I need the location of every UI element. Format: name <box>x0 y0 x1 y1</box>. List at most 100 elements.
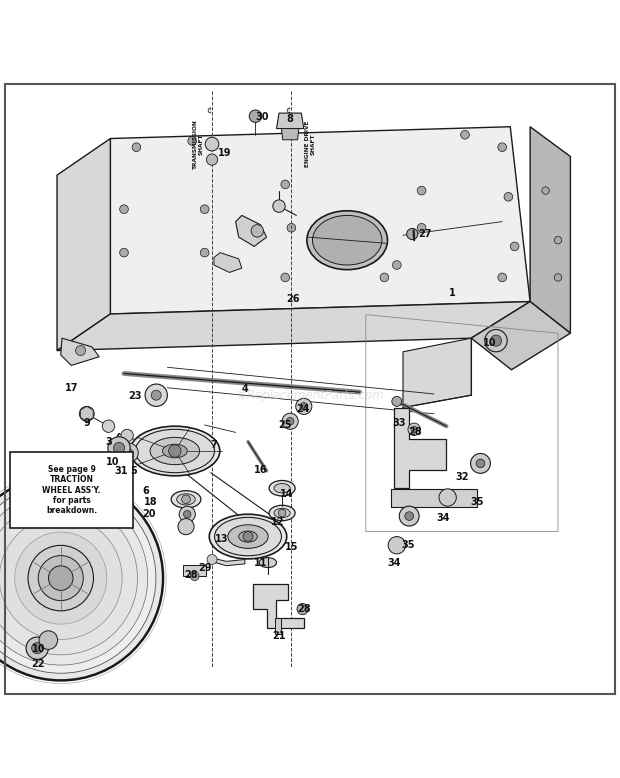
Text: 21: 21 <box>272 631 286 641</box>
Circle shape <box>278 510 286 517</box>
Ellipse shape <box>259 558 277 568</box>
Circle shape <box>476 459 485 468</box>
Circle shape <box>0 483 156 673</box>
Circle shape <box>26 637 48 659</box>
Text: 32: 32 <box>455 472 469 482</box>
Text: 35: 35 <box>402 540 415 550</box>
Ellipse shape <box>274 484 290 492</box>
Circle shape <box>0 491 148 665</box>
Ellipse shape <box>307 211 388 270</box>
Circle shape <box>286 418 294 425</box>
Polygon shape <box>277 113 304 128</box>
Polygon shape <box>211 558 245 566</box>
Circle shape <box>15 532 107 624</box>
Circle shape <box>388 537 405 554</box>
Polygon shape <box>471 302 570 370</box>
Circle shape <box>184 510 191 518</box>
Circle shape <box>407 229 418 240</box>
Circle shape <box>39 631 58 650</box>
Polygon shape <box>530 127 570 333</box>
Text: 24: 24 <box>296 404 309 414</box>
Text: ©ReplacementParts.com: ©ReplacementParts.com <box>236 389 384 401</box>
Circle shape <box>287 223 296 232</box>
Circle shape <box>207 555 217 565</box>
Ellipse shape <box>269 481 295 496</box>
Text: 5: 5 <box>130 466 136 476</box>
Text: 16: 16 <box>254 464 267 475</box>
Circle shape <box>38 555 83 601</box>
Circle shape <box>28 545 94 611</box>
Ellipse shape <box>269 505 295 520</box>
Ellipse shape <box>274 508 290 517</box>
Ellipse shape <box>312 216 382 265</box>
Text: 28: 28 <box>184 570 198 580</box>
Circle shape <box>132 143 141 152</box>
Text: 30: 30 <box>255 113 269 122</box>
Circle shape <box>200 205 209 213</box>
Polygon shape <box>110 127 530 314</box>
Text: 29: 29 <box>198 562 211 573</box>
Circle shape <box>120 205 128 213</box>
Text: See page 9
TRACTION
WHEEL ASS'Y.
for parts
breakdown.: See page 9 TRACTION WHEEL ASS'Y. for par… <box>42 464 101 515</box>
Circle shape <box>417 223 426 232</box>
Text: 10: 10 <box>483 338 497 348</box>
Circle shape <box>76 345 86 356</box>
Circle shape <box>490 335 502 346</box>
Text: 1: 1 <box>450 288 456 298</box>
Ellipse shape <box>177 494 195 505</box>
Circle shape <box>32 643 43 654</box>
Circle shape <box>0 501 138 655</box>
Bar <box>275 619 281 634</box>
Circle shape <box>190 572 199 580</box>
Bar <box>183 565 206 576</box>
Circle shape <box>439 489 456 506</box>
Text: 20: 20 <box>142 510 156 519</box>
Polygon shape <box>61 338 99 366</box>
Text: 34: 34 <box>387 558 401 568</box>
Text: 11: 11 <box>254 558 267 568</box>
Circle shape <box>0 517 122 640</box>
Text: 35: 35 <box>471 497 484 506</box>
Ellipse shape <box>239 531 257 542</box>
Ellipse shape <box>228 525 268 548</box>
Text: 15: 15 <box>285 542 298 552</box>
Circle shape <box>399 506 419 526</box>
Circle shape <box>205 137 219 151</box>
Circle shape <box>485 329 507 352</box>
Circle shape <box>121 429 133 442</box>
Circle shape <box>542 187 549 194</box>
Circle shape <box>102 420 115 433</box>
Ellipse shape <box>171 491 201 508</box>
Text: 7: 7 <box>211 440 217 450</box>
Circle shape <box>151 391 161 400</box>
Polygon shape <box>403 338 471 408</box>
Circle shape <box>0 476 163 681</box>
Circle shape <box>282 413 298 429</box>
Circle shape <box>178 519 194 534</box>
Text: 17: 17 <box>64 383 78 393</box>
Circle shape <box>179 506 195 522</box>
Circle shape <box>243 531 253 541</box>
Text: 12: 12 <box>271 517 285 527</box>
Circle shape <box>200 248 209 257</box>
Ellipse shape <box>150 437 200 464</box>
Text: 4: 4 <box>242 384 248 394</box>
Circle shape <box>296 398 312 415</box>
Text: 13: 13 <box>215 534 228 544</box>
Circle shape <box>48 566 73 591</box>
Text: 26: 26 <box>286 294 300 304</box>
Circle shape <box>169 445 181 457</box>
Ellipse shape <box>215 517 281 555</box>
Text: 8: 8 <box>286 114 294 124</box>
Circle shape <box>281 180 290 189</box>
Polygon shape <box>281 128 299 140</box>
Polygon shape <box>236 216 267 247</box>
Text: 28: 28 <box>297 604 311 614</box>
Circle shape <box>188 137 197 145</box>
Circle shape <box>182 495 190 503</box>
Circle shape <box>118 443 138 463</box>
Circle shape <box>297 604 308 615</box>
Text: 23: 23 <box>128 391 142 401</box>
Circle shape <box>113 443 125 454</box>
Polygon shape <box>253 584 304 628</box>
